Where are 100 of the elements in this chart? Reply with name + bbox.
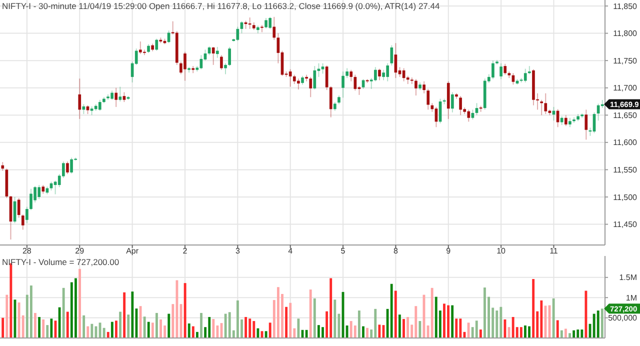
bar xyxy=(228,312,231,338)
bar xyxy=(512,316,514,338)
bar xyxy=(6,294,8,338)
x-tick-label: 5 xyxy=(340,246,346,256)
bar xyxy=(592,314,596,338)
bar xyxy=(143,316,146,338)
bar xyxy=(66,312,69,338)
bar xyxy=(123,292,126,338)
bar xyxy=(394,290,397,338)
bar xyxy=(70,282,73,338)
bar xyxy=(313,298,316,338)
bar xyxy=(500,306,502,338)
y-tick-label: 500,000 xyxy=(608,314,638,323)
y-tick-label: 11,850 xyxy=(613,2,638,11)
bar xyxy=(451,305,454,338)
bar xyxy=(285,306,288,338)
bar xyxy=(459,318,462,338)
bar xyxy=(484,288,486,338)
x-tick-label: 28 xyxy=(22,246,32,256)
bar xyxy=(248,318,252,338)
bar xyxy=(224,314,227,338)
x-tick-label: 8 xyxy=(393,246,398,256)
bar xyxy=(309,290,312,338)
bar xyxy=(184,283,186,338)
bar xyxy=(200,312,202,338)
y-tick-label: 11,700 xyxy=(613,84,638,93)
bar xyxy=(374,308,377,338)
x-tick-label: 29 xyxy=(75,246,85,256)
bar xyxy=(350,321,352,338)
y-tick-label: 11,650 xyxy=(613,110,638,120)
chart-title: NIFTY-I - Volume = 727,200.00 xyxy=(2,257,120,267)
bar xyxy=(110,322,114,338)
bar xyxy=(212,319,215,338)
bar xyxy=(176,280,178,338)
bar xyxy=(264,331,268,338)
bar xyxy=(151,322,154,338)
bar xyxy=(50,318,53,338)
y-tick-label: 1M xyxy=(626,293,638,302)
bar xyxy=(406,316,410,338)
y-tick-label: 1.5M xyxy=(619,273,638,282)
bar xyxy=(532,279,535,338)
bar xyxy=(378,324,381,338)
y-tick-label: 11,750 xyxy=(613,56,638,66)
bar xyxy=(568,333,571,338)
bar xyxy=(90,324,94,338)
bar xyxy=(560,330,563,338)
bar xyxy=(346,325,348,338)
bar xyxy=(572,330,576,338)
bar xyxy=(475,320,478,338)
bar xyxy=(556,320,559,338)
bar xyxy=(524,325,526,338)
bar xyxy=(362,326,364,338)
bar xyxy=(127,314,130,338)
bar xyxy=(160,319,162,338)
x-tick-label: 11 xyxy=(550,246,558,256)
bar xyxy=(156,312,158,338)
y-tick-label: 11,800 xyxy=(613,29,638,38)
bar xyxy=(434,296,438,338)
bar xyxy=(115,320,118,338)
bar xyxy=(398,314,401,338)
bar xyxy=(131,292,134,338)
bar xyxy=(256,328,260,338)
bar xyxy=(74,278,77,338)
bar xyxy=(443,304,446,338)
bar xyxy=(62,288,65,338)
bar xyxy=(552,298,555,338)
bar xyxy=(414,306,418,338)
bar xyxy=(528,326,530,338)
bar xyxy=(540,300,543,338)
bar xyxy=(334,300,336,338)
bar xyxy=(38,316,40,338)
x-tick-label: 3 xyxy=(235,246,240,256)
bar xyxy=(496,310,498,338)
x-tick-label: 4 xyxy=(288,246,294,256)
bar xyxy=(188,323,190,338)
bar xyxy=(520,327,522,338)
bar xyxy=(106,332,110,338)
bar xyxy=(119,312,122,338)
bar xyxy=(147,322,150,338)
bar xyxy=(418,321,422,338)
bar xyxy=(390,284,393,338)
bar xyxy=(322,327,324,338)
bar xyxy=(580,330,584,338)
bar xyxy=(447,305,450,338)
bar xyxy=(289,302,292,338)
bar xyxy=(358,310,360,338)
chart-title: NIFTY-I - 30-minute 11/04/19 15:29:00 Open 11666.7, Hi 11677.8, Lo 11663.2, Close 11669.9 (0.0%), ATR(14) 27.44 xyxy=(2,1,440,11)
bar xyxy=(564,328,567,338)
bar xyxy=(192,326,194,338)
bar xyxy=(600,308,604,338)
bar xyxy=(168,314,170,338)
bar xyxy=(317,325,320,338)
bar xyxy=(22,315,24,338)
bar xyxy=(479,330,482,338)
bar xyxy=(330,278,332,338)
x-tick-label: 10 xyxy=(496,246,506,256)
bar xyxy=(78,268,81,338)
bar xyxy=(208,316,211,338)
y-tick-label: 11,450 xyxy=(613,220,638,230)
y-tick-label: 11,500 xyxy=(613,192,638,202)
